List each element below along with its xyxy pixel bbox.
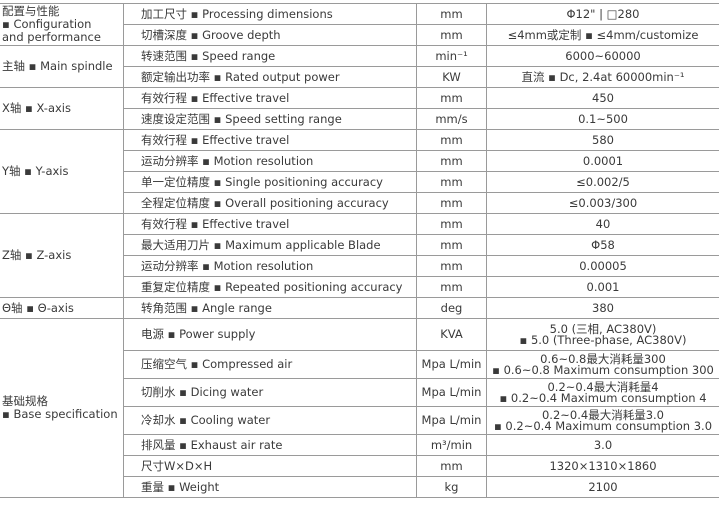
- unit-cell: mm: [416, 87, 487, 109]
- table-row: Y轴 ▪ Y-axis 有效行程 ▪ Effective travel mm 580: [0, 129, 719, 214]
- unit-cell: mm: [416, 455, 487, 477]
- item-cell: 有效行程 ▪ Effective travel: [123, 87, 417, 109]
- table-row: 主轴 ▪ Main spindle 转速范围 ▪ Speed range min⁻¹…: [0, 45, 719, 88]
- item-cell: 有效行程 ▪ Effective travel: [123, 129, 417, 151]
- unit-cell: Mpa L/min: [416, 350, 487, 379]
- table-row: 排风量 ▪ Exhaust air rate m³/min 3.0: [0, 434, 719, 456]
- item-cell: 切削水 ▪ Dicing water: [123, 378, 417, 407]
- table-row: 最大适用刀片 ▪ Maximum applicable Blade mm Φ58: [0, 234, 719, 256]
- value-cell: ≤0.003/300: [486, 192, 719, 214]
- table-row: X轴 ▪ X-axis 有效行程 ▪ Effective travel mm 450: [0, 87, 719, 130]
- item-cell: 冷却水 ▪ Cooling water: [123, 406, 417, 435]
- unit-cell: KW: [416, 66, 487, 88]
- table-row: 配置与性能 ▪ Configuration and performance 加工尺…: [0, 3, 719, 46]
- item-cell: 有效行程 ▪ Effective travel: [123, 213, 417, 235]
- value-cell: 5.0 (三相, AC380V) ▪ 5.0 (Three-phase, AC3…: [486, 318, 719, 351]
- unit-cell: m³/min: [416, 434, 487, 456]
- category-cell: Θ轴 ▪ Θ-axis: [0, 297, 124, 319]
- value-cell: ≤0.002/5: [486, 171, 719, 193]
- spec-table: 配置与性能 ▪ Configuration and performance 加工尺…: [0, 3, 719, 498]
- table-row: 运动分辨率 ▪ Motion resolution mm 0.0001: [0, 150, 719, 172]
- unit-cell: mm: [416, 234, 487, 256]
- value-cell: 0.6~0.8最大消耗量300 ▪ 0.6~0.8 Maximum consum…: [486, 350, 719, 379]
- value-cell: 0.00005: [486, 255, 719, 277]
- unit-cell: mm: [416, 276, 487, 298]
- unit-cell: mm/s: [416, 108, 487, 130]
- value-cell: Φ12" | □280: [486, 3, 719, 25]
- table-row: 速度设定范围 ▪ Speed setting range mm/s 0.1~500: [0, 108, 719, 130]
- unit-cell: mm: [416, 171, 487, 193]
- value-cell: 0.001: [486, 276, 719, 298]
- value-cell: 1320×1310×1860: [486, 455, 719, 477]
- table-row: 重复定位精度 ▪ Repeated positioning accuracy mm…: [0, 276, 719, 298]
- table-row: 切削水 ▪ Dicing water Mpa L/min 0.2~0.4最大消耗量4…: [0, 378, 719, 407]
- category-cell: Y轴 ▪ Y-axis: [0, 129, 124, 214]
- item-cell: 运动分辨率 ▪ Motion resolution: [123, 255, 417, 277]
- item-cell: 转角范围 ▪ Angle range: [123, 297, 417, 319]
- category-cell: 主轴 ▪ Main spindle: [0, 45, 124, 88]
- category-cell: X轴 ▪ X-axis: [0, 87, 124, 130]
- unit-cell: kg: [416, 476, 487, 498]
- unit-cell: deg: [416, 297, 487, 319]
- value-cell: 450: [486, 87, 719, 109]
- value-cell: 直流 ▪ Dc, 2.4at 60000min⁻¹: [486, 66, 719, 88]
- item-cell: 全程定位精度 ▪ Overall positioning accuracy: [123, 192, 417, 214]
- item-cell: 额定输出功率 ▪ Rated output power: [123, 66, 417, 88]
- value-cell: 380: [486, 297, 719, 319]
- item-cell: 重量 ▪ Weight: [123, 476, 417, 498]
- table-row: 重量 ▪ Weight kg 2100: [0, 476, 719, 498]
- category-cell: Z轴 ▪ Z-axis: [0, 213, 124, 298]
- item-cell: 运动分辨率 ▪ Motion resolution: [123, 150, 417, 172]
- item-cell: 单一定位精度 ▪ Single positioning accuracy: [123, 171, 417, 193]
- value-cell: 0.0001: [486, 150, 719, 172]
- unit-cell: Mpa L/min: [416, 406, 487, 435]
- value-cell: 3.0: [486, 434, 719, 456]
- item-cell: 尺寸W×D×H: [123, 455, 417, 477]
- table-row: 运动分辨率 ▪ Motion resolution mm 0.00005: [0, 255, 719, 277]
- unit-cell: Mpa L/min: [416, 378, 487, 407]
- value-cell: 40: [486, 213, 719, 235]
- item-cell: 速度设定范围 ▪ Speed setting range: [123, 108, 417, 130]
- value-cell: 2100: [486, 476, 719, 498]
- category-cell: 配置与性能 ▪ Configuration and performance: [0, 3, 124, 46]
- item-cell: 电源 ▪ Power supply: [123, 318, 417, 351]
- table-row: 全程定位精度 ▪ Overall positioning accuracy mm ≤…: [0, 192, 719, 214]
- unit-cell: mm: [416, 129, 487, 151]
- item-cell: 加工尺寸 ▪ Processing dimensions: [123, 3, 417, 25]
- value-cell: 0.2~0.4最大消耗量4 ▪ 0.2~0.4 Maximum consumpt…: [486, 378, 719, 407]
- value-cell: 580: [486, 129, 719, 151]
- table-row: 基础规格 ▪ Base specification 电源 ▪ Power supp…: [0, 318, 719, 498]
- table-row: Z轴 ▪ Z-axis 有效行程 ▪ Effective travel mm 40: [0, 213, 719, 298]
- value-cell: 0.1~500: [486, 108, 719, 130]
- item-cell: 转速范围 ▪ Speed range: [123, 45, 417, 67]
- unit-cell: mm: [416, 255, 487, 277]
- unit-cell: mm: [416, 213, 487, 235]
- unit-cell: KVA: [416, 318, 487, 351]
- category-cell: 基础规格 ▪ Base specification: [0, 318, 124, 498]
- unit-cell: mm: [416, 150, 487, 172]
- value-cell: 0.2~0.4最大消耗量3.0 ▪ 0.2~0.4 Maximum consum…: [486, 406, 719, 435]
- unit-cell: mm: [416, 192, 487, 214]
- value-cell: ≤4mm或定制 ▪ ≤4mm/customize: [486, 24, 719, 46]
- item-cell: 最大适用刀片 ▪ Maximum applicable Blade: [123, 234, 417, 256]
- item-cell: 排风量 ▪ Exhaust air rate: [123, 434, 417, 456]
- value-cell: Φ58: [486, 234, 719, 256]
- item-cell: 重复定位精度 ▪ Repeated positioning accuracy: [123, 276, 417, 298]
- unit-cell: min⁻¹: [416, 45, 487, 67]
- table-row: 单一定位精度 ▪ Single positioning accuracy mm ≤0…: [0, 171, 719, 193]
- table-row: 切槽深度 ▪ Groove depth mm ≤4mm或定制 ▪ ≤4mm/cust…: [0, 24, 719, 46]
- item-cell: 切槽深度 ▪ Groove depth: [123, 24, 417, 46]
- table-row: Θ轴 ▪ Θ-axis 转角范围 ▪ Angle range deg 380: [0, 297, 719, 319]
- value-cell: 6000~60000: [486, 45, 719, 67]
- unit-cell: mm: [416, 24, 487, 46]
- item-cell: 压缩空气 ▪ Compressed air: [123, 350, 417, 379]
- unit-cell: mm: [416, 3, 487, 25]
